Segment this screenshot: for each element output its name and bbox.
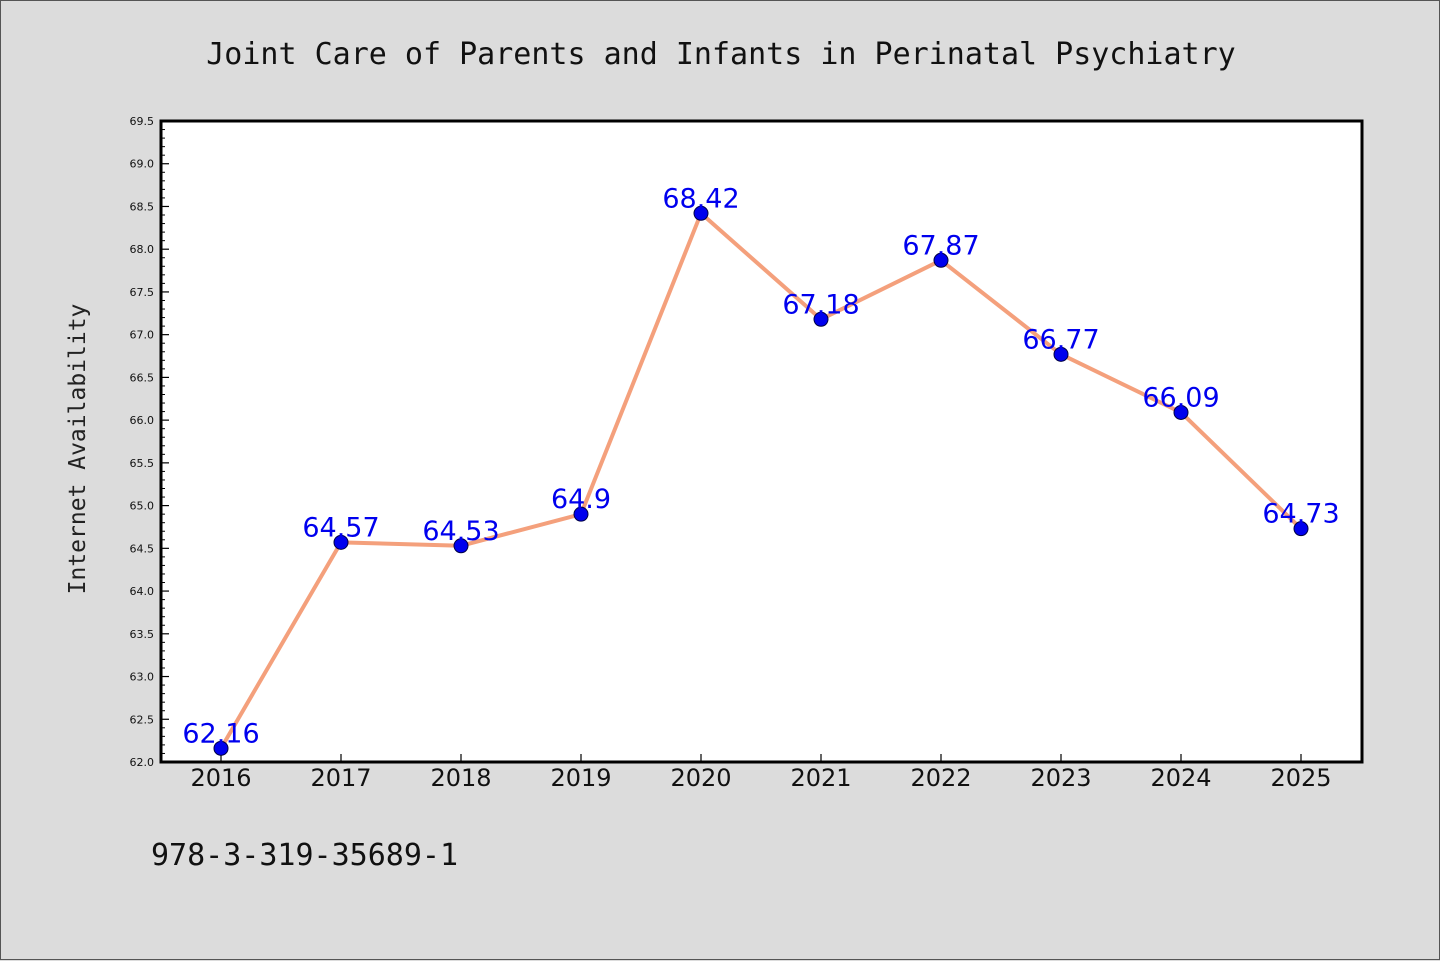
x-tick-label: 2017 <box>310 764 371 792</box>
data-label: 66.77 <box>1022 324 1099 355</box>
data-point <box>453 538 469 554</box>
x-tick-label: 2020 <box>670 764 731 792</box>
data-label: 66.09 <box>1142 382 1219 413</box>
y-tick-label: 68.0 <box>130 243 155 256</box>
x-axis-ticks: 2016 2017 2018 2019 2020 2021 2022 2023 2024 2025 <box>190 754 1332 792</box>
y-tick-label: 68.5 <box>130 200 155 213</box>
series-layer: 62.16 64.57 64.53 64.9 68.42 67.18 67.87 66.77 6… <box>182 183 1340 756</box>
data-point <box>333 534 349 550</box>
x-tick-label: 2022 <box>910 764 971 792</box>
x-tick-label: 2018 <box>430 764 491 792</box>
data-label: 64.73 <box>1262 499 1339 530</box>
plot-border <box>159 119 1364 764</box>
x-tick-label: 2025 <box>1270 764 1331 792</box>
data-point <box>933 252 949 268</box>
y-tick-label: 63.0 <box>130 671 155 684</box>
y-tick-label: 66.0 <box>130 414 155 427</box>
y-tick-label: 67.0 <box>130 329 155 342</box>
y-tick-label: 65.5 <box>130 457 155 470</box>
data-label: 67.18 <box>782 289 859 320</box>
y-tick-label: 64.0 <box>130 585 155 598</box>
y-tick-label: 69.0 <box>130 158 155 171</box>
chart-title: Joint Care of Parents and Infants in Per… <box>206 37 1236 72</box>
x-tick-label: 2019 <box>550 764 611 792</box>
data-label: 64.57 <box>302 512 379 543</box>
data-label: 68.42 <box>662 183 739 214</box>
y-tick-label: 62.5 <box>130 713 155 726</box>
x-tick-label: 2016 <box>190 764 251 792</box>
y-tick-label: 66.5 <box>130 371 155 384</box>
series-line <box>219 211 1303 750</box>
data-label: 67.87 <box>902 230 979 261</box>
x-tick-label: 2024 <box>1150 764 1211 792</box>
y-tick-label: 65.0 <box>130 500 155 513</box>
x-tick-label: 2023 <box>1030 764 1091 792</box>
data-point <box>573 506 589 522</box>
data-point <box>213 740 229 756</box>
plot-area <box>161 121 1362 762</box>
data-point <box>1173 404 1189 420</box>
data-label: 62.16 <box>182 718 259 749</box>
data-label: 64.53 <box>422 516 499 547</box>
y-tick-label: 63.5 <box>130 628 155 641</box>
y-tick-label: 62.0 <box>130 756 155 769</box>
data-point <box>693 205 709 221</box>
y-tick-label: 69.5 <box>130 115 155 128</box>
y-axis-label: Internet Availability <box>65 304 91 595</box>
x-tick-label: 2021 <box>790 764 851 792</box>
y-tick-label: 64.5 <box>130 542 155 555</box>
data-point <box>813 311 829 327</box>
isbn-label: 978-3-319-35689-1 <box>151 838 458 873</box>
y-tick-label: 67.5 <box>130 286 155 299</box>
data-point <box>1053 346 1069 362</box>
data-label: 64.9 <box>551 484 611 515</box>
data-point <box>1293 521 1309 537</box>
